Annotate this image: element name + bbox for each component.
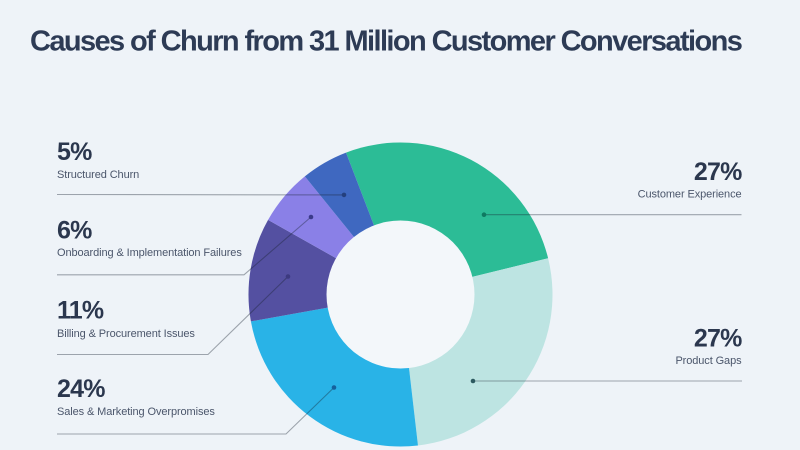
svg-text:11%: 11%	[57, 296, 104, 324]
svg-text:27%: 27%	[694, 158, 742, 186]
svg-text:27%: 27%	[694, 325, 742, 353]
svg-text:Product Gaps: Product Gaps	[675, 355, 742, 367]
svg-text:Causes of Churn from 31 Millio: Causes of Churn from 31 Million Customer…	[30, 26, 742, 58]
svg-text:Customer Experience: Customer Experience	[638, 189, 742, 201]
svg-text:Billing & Procurement Issues: Billing & Procurement Issues	[57, 328, 195, 340]
svg-text:5%: 5%	[57, 138, 92, 166]
svg-text:Onboarding & Implementation Fa: Onboarding & Implementation Failures	[57, 247, 242, 259]
svg-text:24%: 24%	[57, 375, 105, 403]
svg-text:6%: 6%	[57, 216, 92, 244]
svg-text:Structured Churn: Structured Churn	[57, 169, 139, 181]
svg-text:Sales & Marketing Overpromises: Sales & Marketing Overpromises	[57, 406, 215, 418]
